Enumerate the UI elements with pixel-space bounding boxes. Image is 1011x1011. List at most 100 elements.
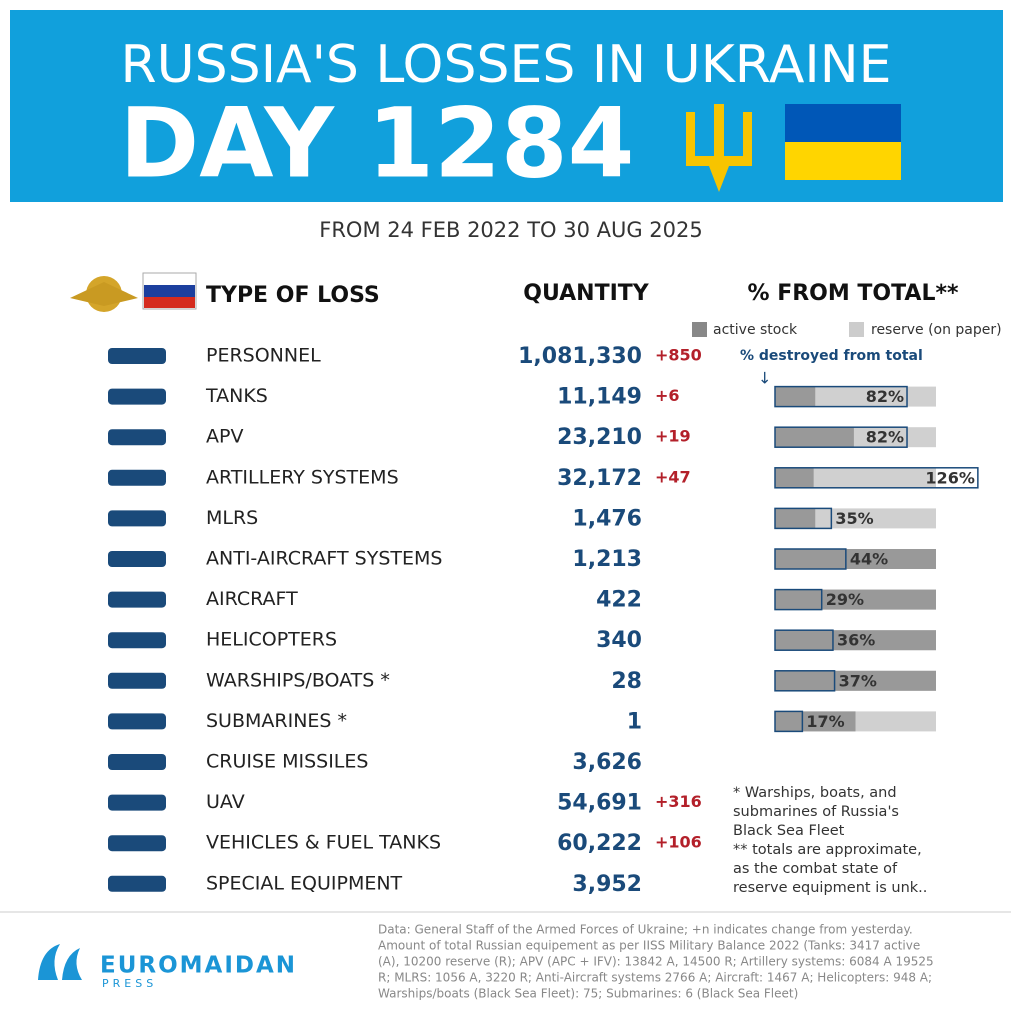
emblem-wings — [70, 282, 138, 306]
source: R; MLRS: 1056 A, 3220 R; Anti-Aircraft s… — [378, 971, 932, 985]
note: Black Sea Fleet — [733, 823, 845, 839]
pct-label: 82% — [866, 387, 904, 406]
active-bar — [775, 386, 816, 407]
destroyed-box — [774, 548, 847, 570]
quantity: 3,626 — [572, 750, 642, 775]
destroyed-box — [774, 507, 833, 530]
col-percent: % FROM TOTAL** — [748, 281, 959, 306]
pct-label: 29% — [826, 590, 864, 609]
destroyed-box — [774, 426, 908, 448]
quantity: 23,210 — [557, 425, 642, 450]
row-label: ANTI-AIRCRAFT SYSTEMS — [206, 548, 442, 570]
change: +47 — [655, 467, 691, 486]
icon — [108, 591, 166, 608]
change: +6 — [655, 386, 680, 405]
icon — [108, 388, 166, 405]
quantity: 1 — [627, 709, 642, 734]
logo-mark — [38, 944, 82, 980]
row-label: TANKS — [205, 385, 268, 407]
icon — [108, 510, 166, 527]
active-bar — [775, 549, 936, 569]
quantity: 28 — [611, 669, 642, 694]
period: FROM 24 FEB 2022 TO 30 AUG 2025 — [319, 218, 703, 242]
row-label: ARTILLERY SYSTEMS — [206, 466, 399, 488]
day: DAY 1284 — [120, 87, 635, 199]
reserve-bar — [775, 467, 936, 488]
destroyed-box — [774, 670, 836, 692]
active-bar — [775, 427, 854, 448]
quantity: 11,149 — [557, 385, 642, 410]
icon — [108, 794, 166, 811]
row-label: VEHICLES & FUEL TANKS — [206, 832, 441, 854]
destroyed-box — [774, 588, 823, 611]
legend-active: active stock — [713, 322, 798, 338]
row-label: SPECIAL EQUIPMENT — [206, 872, 403, 894]
destroyed-box — [774, 710, 804, 733]
icon — [108, 551, 166, 567]
icon — [108, 348, 166, 364]
legend-reserve: reserve (on paper) — [871, 322, 1002, 338]
row-label: WARSHIPS/BOATS * — [206, 669, 390, 691]
note: ** totals are approximate, — [733, 842, 922, 858]
quantity: 32,172 — [557, 466, 642, 491]
source: Data: General Staff of the Armed Forces … — [378, 923, 913, 937]
note: submarines of Russia's — [733, 804, 899, 820]
quantity: 3,952 — [572, 872, 642, 897]
source: (A), 10200 reserve (R); APV (APC + IFV):… — [378, 955, 934, 969]
row-label: AIRCRAFT — [206, 588, 298, 610]
title: RUSSIA'S LOSSES IN UKRAINE — [120, 35, 891, 95]
change: +19 — [655, 427, 691, 446]
row-label: UAV — [206, 791, 245, 813]
active-bar — [775, 670, 936, 691]
quantity: 60,222 — [557, 831, 642, 856]
icon — [108, 469, 166, 486]
col-type: TYPE OF LOSS — [206, 283, 380, 308]
quantity: 340 — [596, 628, 642, 653]
icon — [108, 754, 166, 770]
source: Amount of total Russian equipement as pe… — [378, 939, 920, 953]
legend-destroyed: % destroyed from total — [740, 348, 923, 364]
active-bar — [775, 711, 856, 732]
note: as the combat state of — [733, 861, 898, 877]
pct-label: 17% — [806, 712, 844, 731]
pct-label: 37% — [839, 671, 877, 690]
ru-flag-blue — [144, 285, 195, 297]
active-bar — [775, 467, 814, 488]
brand: EUROMAIDAN — [100, 953, 297, 979]
active-bar — [775, 508, 816, 529]
row-label: MLRS — [206, 507, 258, 529]
ru-flag-red — [144, 297, 195, 308]
flag-yellow — [785, 142, 901, 180]
icon — [108, 429, 166, 446]
brand-sub: PRESS — [102, 977, 157, 990]
destroyed-box — [774, 385, 908, 408]
destroyed-box — [774, 467, 979, 489]
quantity: 54,691 — [557, 791, 642, 816]
arrow: ↓ — [758, 369, 771, 388]
flag-blue — [785, 104, 901, 142]
icon — [108, 672, 166, 689]
row-label: CRUISE MISSILES — [206, 751, 368, 773]
active-bar — [775, 589, 936, 610]
quantity: 1,476 — [572, 506, 642, 531]
legend-reserve-swatch — [849, 322, 864, 337]
destroyed-box — [774, 629, 834, 651]
change: +316 — [655, 792, 702, 811]
change: +106 — [655, 833, 702, 852]
note: reserve equipment is unk.. — [733, 880, 927, 896]
pct-label: 35% — [835, 509, 873, 528]
pct-label: 44% — [850, 550, 888, 569]
quantity: 1,081,330 — [518, 344, 642, 369]
quantity: 1,213 — [572, 547, 642, 572]
icon — [108, 875, 166, 892]
quantity: 422 — [596, 588, 642, 613]
col-quantity: QUANTITY — [523, 281, 650, 306]
icon — [108, 713, 166, 730]
pct-label: 126% — [925, 468, 974, 487]
legend-active-swatch — [692, 322, 707, 337]
row-label: SUBMARINES * — [206, 710, 347, 732]
pct-label: 82% — [866, 428, 904, 447]
change: +850 — [655, 346, 702, 365]
row-label: HELICOPTERS — [206, 629, 337, 651]
